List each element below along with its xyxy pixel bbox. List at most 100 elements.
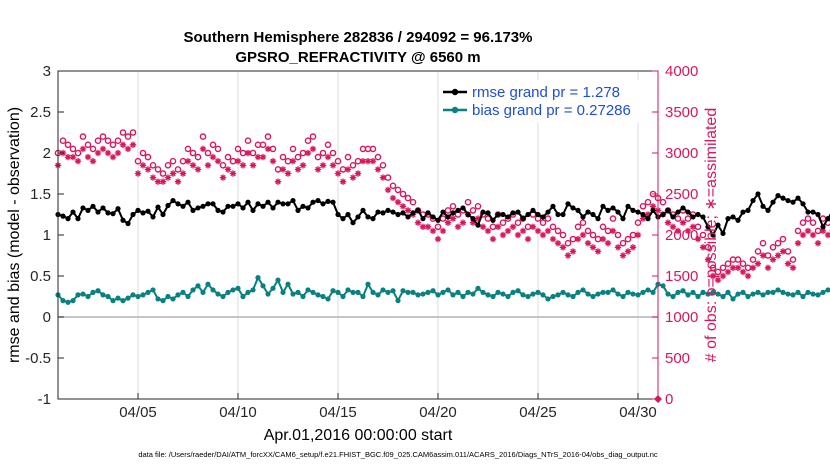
bias-point bbox=[430, 288, 436, 294]
bias-point bbox=[265, 291, 271, 297]
bias-point bbox=[685, 292, 691, 298]
obs-assimilated-point bbox=[219, 174, 227, 181]
bias-point bbox=[220, 293, 226, 300]
obs-possible-point bbox=[444, 207, 452, 214]
rmse-point bbox=[710, 232, 716, 238]
rmse-point bbox=[485, 210, 491, 216]
obs-possible-point bbox=[699, 231, 707, 239]
rmse-point bbox=[715, 222, 721, 228]
bias-point bbox=[85, 293, 91, 300]
bias-point bbox=[665, 291, 671, 297]
obs-possible-point bbox=[639, 202, 647, 210]
obs-assimilated-point bbox=[434, 235, 442, 243]
rmse-point bbox=[390, 209, 396, 215]
rmse-point bbox=[190, 207, 196, 213]
obs-assimilated-point bbox=[824, 231, 830, 239]
obs-assimilated-point bbox=[594, 248, 602, 255]
bias-point bbox=[810, 291, 816, 297]
obs-assimilated-point bbox=[369, 158, 377, 165]
bias-point bbox=[775, 287, 781, 293]
bias-point bbox=[285, 281, 291, 287]
bias-point bbox=[125, 295, 131, 301]
obs-possible-point bbox=[144, 153, 152, 161]
bias-point bbox=[580, 287, 586, 293]
obs-possible-point bbox=[174, 166, 182, 173]
obs-possible-point bbox=[749, 256, 757, 263]
bias-point bbox=[155, 296, 161, 302]
bias-point bbox=[335, 289, 341, 295]
bias-point bbox=[435, 292, 441, 298]
rmse-point bbox=[800, 201, 806, 207]
bias-point bbox=[410, 289, 416, 295]
bias-point bbox=[620, 293, 626, 300]
legend-bias-label: bias grand pr = 0.27286 bbox=[472, 102, 631, 119]
rmse-point bbox=[95, 209, 101, 215]
legend-bias-marker bbox=[451, 106, 459, 114]
obs-possible-point bbox=[149, 161, 157, 169]
obs-assimilated-point bbox=[454, 223, 462, 230]
obs-possible-point bbox=[709, 264, 717, 272]
rmse-point bbox=[685, 209, 691, 215]
obs-possible-point bbox=[294, 153, 302, 161]
obs-assimilated-point bbox=[619, 252, 627, 259]
bias-point bbox=[520, 292, 526, 298]
bias-point bbox=[200, 289, 206, 295]
obs-assimilated-point bbox=[529, 223, 537, 230]
bias-point bbox=[700, 289, 706, 295]
bias-point bbox=[255, 275, 261, 281]
bias-point bbox=[315, 292, 321, 298]
legend-rmse-label: rmse grand pr = 1.278 bbox=[472, 84, 620, 101]
obs-possible-point bbox=[734, 256, 742, 263]
rmse-point bbox=[330, 199, 336, 205]
obs-assimilated-point bbox=[274, 178, 282, 185]
bias-point bbox=[695, 293, 701, 300]
obs-assimilated-point bbox=[774, 252, 782, 259]
rmse-point bbox=[285, 201, 291, 207]
bias-point bbox=[375, 292, 381, 298]
bias-point bbox=[150, 287, 156, 293]
obs-assimilated-point bbox=[359, 158, 367, 165]
bias-point bbox=[230, 287, 236, 293]
obs-assimilated-point bbox=[484, 227, 492, 235]
obs-possible-point bbox=[399, 190, 407, 198]
obs-possible-point bbox=[64, 141, 72, 149]
obs-assimilated-point bbox=[639, 215, 647, 222]
obs-assimilated-point bbox=[519, 227, 527, 235]
obs-possible-point bbox=[114, 137, 122, 144]
rmse-point bbox=[755, 191, 761, 197]
bias-point bbox=[445, 287, 451, 293]
obs-assimilated-point bbox=[809, 231, 817, 239]
rmse-point bbox=[680, 205, 686, 211]
rmse-point bbox=[200, 203, 206, 209]
rmse-point bbox=[65, 216, 71, 222]
rmse-point bbox=[160, 211, 166, 218]
chart-title: Southern Hemisphere 282836 / 294092 = 96… bbox=[184, 29, 533, 46]
obs-possible-point bbox=[554, 227, 562, 235]
obs-possible-point bbox=[674, 215, 682, 222]
bias-point bbox=[460, 293, 466, 300]
rmse-point bbox=[520, 216, 526, 222]
bias-point bbox=[575, 289, 581, 295]
rmse-point bbox=[130, 211, 136, 218]
obs-assimilated-point bbox=[799, 231, 807, 239]
obs-assimilated-point bbox=[364, 158, 372, 165]
rmse-point bbox=[100, 205, 106, 211]
rmse-point bbox=[380, 210, 386, 216]
obs-assimilated-point bbox=[394, 199, 402, 206]
obs-assimilated-point bbox=[69, 153, 77, 161]
obs-assimilated-point bbox=[534, 227, 542, 235]
rmse-point bbox=[220, 209, 226, 215]
rmse-point bbox=[665, 207, 671, 213]
obs-assimilated-point bbox=[624, 248, 632, 255]
obs-assimilated-point bbox=[804, 227, 812, 235]
bias-point bbox=[535, 289, 541, 295]
rmse-point bbox=[355, 214, 361, 220]
obs-possible-point bbox=[394, 186, 402, 194]
bias-point bbox=[680, 288, 686, 294]
bias-point bbox=[70, 298, 76, 304]
obs-assimilated-point bbox=[154, 178, 162, 185]
rmse-point bbox=[630, 207, 636, 213]
obs-assimilated-point bbox=[114, 149, 122, 157]
rmse-point bbox=[400, 210, 406, 216]
rmse-point bbox=[125, 220, 131, 227]
